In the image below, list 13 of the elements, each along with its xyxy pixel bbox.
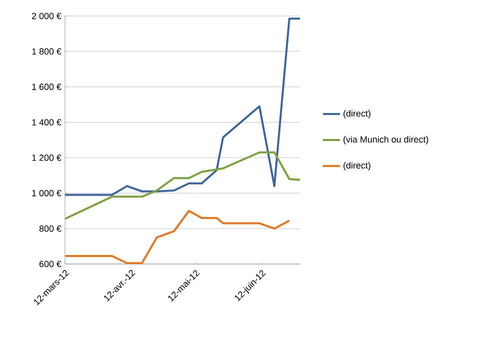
- line-series: [65, 18, 300, 196]
- line-series: [65, 151, 300, 220]
- legend-label: (direct): [344, 162, 370, 170]
- y-tick-label: 2 000 €: [32, 12, 62, 20]
- legend-label: (direct): [344, 110, 370, 118]
- y-tick-label: 1 600 €: [32, 84, 62, 90]
- y-tick-label: 600 €: [39, 260, 62, 268]
- y-tick-label: 800 €: [39, 225, 62, 232]
- y-tick-label: 1 200 €: [32, 154, 62, 161]
- legend-label: (via Munich ou direct): [344, 136, 428, 144]
- y-tick-label: 1 000 €: [32, 190, 62, 196]
- y-tick-label: 1 400 €: [32, 119, 62, 126]
- y-tick-label: 1 800 €: [32, 48, 62, 55]
